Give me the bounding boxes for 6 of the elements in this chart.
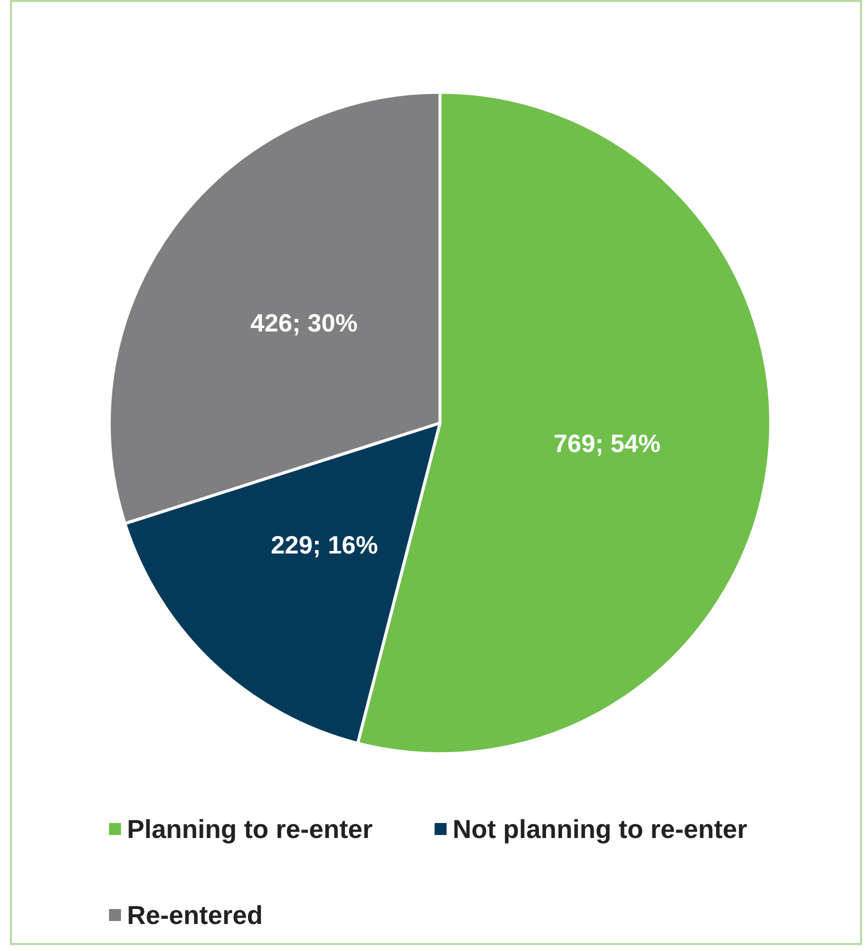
data-label: 426; 30% xyxy=(250,310,358,338)
legend-label: Not planning to re-enter xyxy=(452,814,748,844)
data-label: 769; 54% xyxy=(554,430,661,458)
legend-label: Re-entered xyxy=(127,900,263,930)
legend-label: Planning to re-enter xyxy=(127,814,373,844)
data-label: 229; 16% xyxy=(270,531,378,560)
